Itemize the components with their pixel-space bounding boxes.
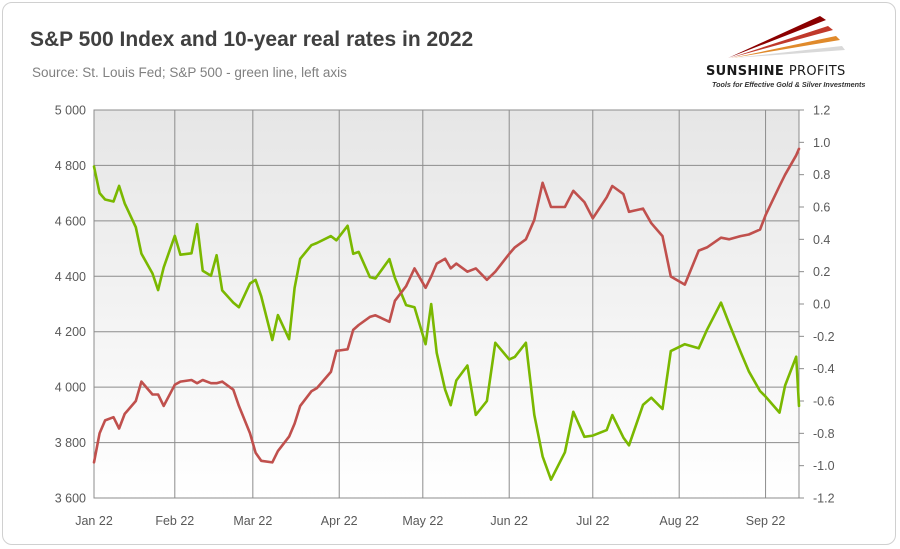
logo-ray-1	[728, 16, 826, 58]
logo-ray-2	[730, 26, 833, 58]
logo-name-part2: PROFITS	[788, 64, 846, 79]
y-right-tick-label: 1.2	[813, 104, 830, 118]
y-right-tick-label: 0.6	[813, 201, 830, 215]
x-tick-label: Sep 22	[746, 514, 786, 528]
y-left-tick-label: 3 800	[55, 436, 86, 450]
y-right-tick-label: -0.6	[813, 395, 835, 409]
y-right-tick-label: -0.4	[813, 362, 835, 376]
x-tick-label: May 22	[402, 514, 443, 528]
y-left-tick-label: 4 600	[55, 214, 86, 228]
y-right-tick-label: -0.2	[813, 330, 835, 344]
y-right-tick-label: -0.8	[813, 427, 835, 441]
y-left-tick-label: 4 200	[55, 325, 86, 339]
y-left-tick-label: 4 000	[55, 381, 86, 395]
x-tick-label: Feb 22	[155, 514, 194, 528]
y-right-tick-label: 0.8	[813, 168, 830, 182]
x-tick-label: Jul 22	[576, 514, 609, 528]
logo-ray-3	[732, 36, 840, 58]
logo-name: SUNSHINE PROFITS	[706, 64, 846, 79]
y-left-tick-label: 5 000	[55, 104, 86, 118]
x-tick-label: Jan 22	[75, 514, 113, 528]
real-rate-line	[92, 147, 801, 464]
series-lines	[92, 147, 801, 482]
logo-rays-icon	[728, 16, 845, 58]
y-right-tick-label: -1.2	[813, 492, 835, 506]
y-right-tick-label: -1.0	[813, 459, 835, 473]
plot-border	[93, 109, 800, 499]
chart-subtitle: Source: St. Louis Fed; S&P 500 - green l…	[32, 65, 347, 80]
logo-name-part1: SUNSHINE	[706, 64, 785, 79]
axes: 3 600 3 800 4 000 4 200 4 400 4 600 4 800 5 000…	[55, 104, 835, 529]
y-left-tick-label: 3 600	[55, 492, 86, 506]
sp500-line	[92, 165, 801, 482]
plot-area	[94, 110, 799, 498]
logo-ray-4	[734, 46, 845, 58]
y-right-tick-label: 0.2	[813, 265, 830, 279]
y-right-tick-label: 0.0	[813, 298, 830, 312]
y-right-tick-label: 1.0	[813, 136, 830, 150]
y-right-tick-label: 0.4	[813, 233, 830, 247]
x-tick-label: Mar 22	[233, 514, 272, 528]
logo-tagline: Tools for Effective Gold & Silver Invest…	[712, 80, 866, 89]
x-tick-label: Apr 22	[321, 514, 358, 528]
y-left-tick-label: 4 400	[55, 270, 86, 284]
y-left-tick-label: 4 800	[55, 159, 86, 173]
x-tick-label: Aug 22	[659, 514, 699, 528]
chart-title: S&P 500 Index and 10-year real rates in …	[30, 28, 474, 51]
x-tick-label: Jun 22	[490, 514, 528, 528]
